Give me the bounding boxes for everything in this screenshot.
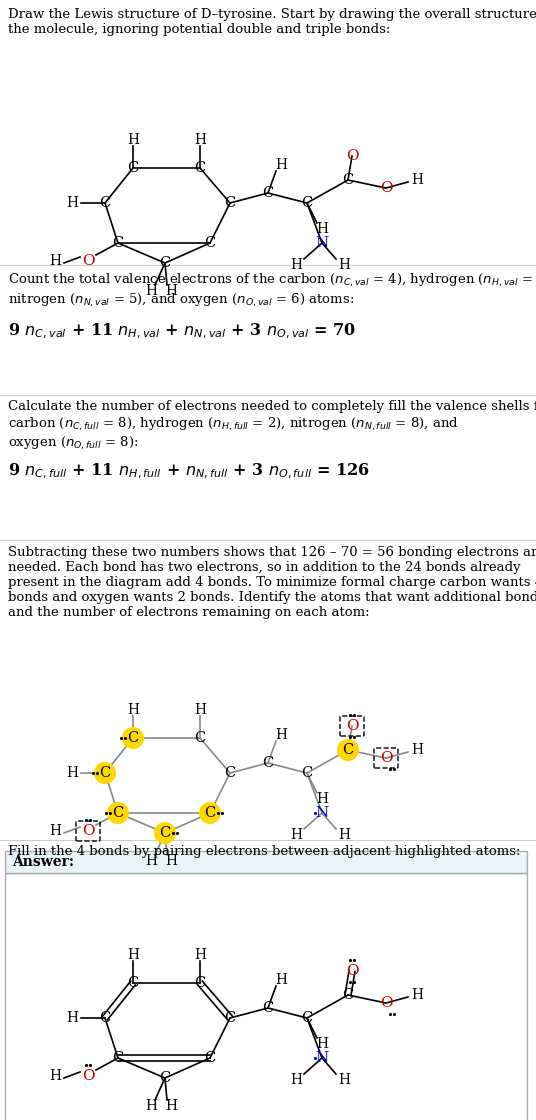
Text: H: H bbox=[66, 196, 78, 211]
Text: H: H bbox=[411, 743, 423, 757]
Text: H: H bbox=[127, 948, 139, 962]
Text: C: C bbox=[128, 731, 139, 745]
Text: C: C bbox=[204, 806, 215, 820]
Text: C: C bbox=[159, 256, 170, 270]
Text: C: C bbox=[343, 743, 354, 757]
Text: C: C bbox=[99, 196, 110, 211]
Text: H: H bbox=[316, 792, 328, 806]
Text: C: C bbox=[301, 1011, 312, 1025]
Text: C: C bbox=[128, 161, 139, 175]
Text: N: N bbox=[315, 1051, 329, 1065]
Text: C: C bbox=[99, 1011, 110, 1025]
Ellipse shape bbox=[337, 739, 359, 760]
Text: Count the total valence electrons of the carbon ($n_{C,val}$ = 4), hydrogen ($n_: Count the total valence electrons of the… bbox=[8, 272, 536, 309]
Text: H: H bbox=[290, 1073, 302, 1088]
Text: C: C bbox=[195, 161, 206, 175]
Text: C: C bbox=[99, 766, 110, 780]
Text: H: H bbox=[338, 258, 350, 272]
FancyBboxPatch shape bbox=[5, 851, 527, 872]
Text: C: C bbox=[343, 988, 354, 1002]
Text: O: O bbox=[81, 254, 94, 268]
Text: C: C bbox=[113, 236, 124, 250]
Text: C: C bbox=[263, 1001, 273, 1015]
Text: N: N bbox=[315, 236, 329, 250]
Text: N: N bbox=[315, 806, 329, 820]
Text: 9 $n_{C,full}$ + 11 $n_{H,full}$ + $n_{N,full}$ + 3 $n_{O,full}$ = 126: 9 $n_{C,full}$ + 11 $n_{H,full}$ + $n_{N… bbox=[8, 461, 370, 482]
Text: Draw the Lewis structure of D–tyrosine. Start by drawing the overall structure o: Draw the Lewis structure of D–tyrosine. … bbox=[8, 8, 536, 36]
Text: H: H bbox=[49, 824, 61, 838]
FancyBboxPatch shape bbox=[5, 872, 527, 1120]
Text: O: O bbox=[379, 752, 392, 765]
Text: C: C bbox=[159, 1071, 170, 1085]
Text: C: C bbox=[113, 1051, 124, 1065]
Text: O: O bbox=[81, 1068, 94, 1083]
Text: C: C bbox=[343, 172, 354, 187]
Text: C: C bbox=[263, 756, 273, 771]
Text: C: C bbox=[263, 186, 273, 200]
Text: C: C bbox=[159, 827, 170, 840]
Text: O: O bbox=[346, 964, 358, 978]
Text: C: C bbox=[195, 731, 206, 745]
Text: H: H bbox=[338, 1073, 350, 1088]
Text: H: H bbox=[145, 1099, 157, 1113]
Text: H: H bbox=[145, 284, 157, 298]
Text: C: C bbox=[301, 766, 312, 780]
Text: H: H bbox=[194, 948, 206, 962]
Ellipse shape bbox=[199, 802, 221, 824]
Text: H: H bbox=[165, 284, 177, 298]
Text: O: O bbox=[346, 719, 358, 732]
Text: H: H bbox=[338, 828, 350, 842]
Text: H: H bbox=[127, 703, 139, 717]
Text: H: H bbox=[275, 728, 287, 743]
Text: O: O bbox=[379, 996, 392, 1010]
Text: H: H bbox=[165, 853, 177, 868]
Text: 9 $n_{C,val}$ + 11 $n_{H,val}$ + $n_{N,val}$ + 3 $n_{O,val}$ = 70: 9 $n_{C,val}$ + 11 $n_{H,val}$ + $n_{N,v… bbox=[8, 323, 356, 342]
Text: H: H bbox=[66, 1011, 78, 1025]
Text: H: H bbox=[411, 988, 423, 1002]
Text: H: H bbox=[316, 222, 328, 236]
Text: O: O bbox=[346, 149, 358, 164]
Text: H: H bbox=[194, 133, 206, 147]
Text: Answer:: Answer: bbox=[12, 855, 74, 869]
Text: Calculate the number of electrons needed to completely fill the valence shells f: Calculate the number of electrons needed… bbox=[8, 400, 536, 452]
Text: C: C bbox=[195, 976, 206, 990]
Text: H: H bbox=[411, 172, 423, 187]
Text: H: H bbox=[275, 973, 287, 987]
Text: H: H bbox=[316, 1037, 328, 1051]
Text: H: H bbox=[145, 853, 157, 868]
Text: C: C bbox=[128, 976, 139, 990]
Text: H: H bbox=[275, 158, 287, 172]
Text: O: O bbox=[81, 824, 94, 838]
Ellipse shape bbox=[154, 822, 176, 844]
Text: C: C bbox=[225, 1011, 236, 1025]
Ellipse shape bbox=[94, 762, 116, 784]
Text: C: C bbox=[113, 806, 124, 820]
Text: H: H bbox=[290, 258, 302, 272]
Text: H: H bbox=[165, 1099, 177, 1113]
Text: H: H bbox=[49, 1068, 61, 1083]
Text: C: C bbox=[204, 236, 215, 250]
Text: H: H bbox=[127, 133, 139, 147]
Text: C: C bbox=[225, 766, 236, 780]
Text: Fill in the 4 bonds by pairing electrons between adjacent highlighted atoms:: Fill in the 4 bonds by pairing electrons… bbox=[8, 844, 520, 858]
Text: Subtracting these two numbers shows that 126 – 70 = 56 bonding electrons are
nee: Subtracting these two numbers shows that… bbox=[8, 547, 536, 619]
Text: O: O bbox=[379, 181, 392, 195]
Ellipse shape bbox=[107, 802, 129, 824]
Text: C: C bbox=[301, 196, 312, 211]
Ellipse shape bbox=[122, 727, 144, 749]
Text: H: H bbox=[194, 703, 206, 717]
Text: H: H bbox=[49, 254, 61, 268]
Text: C: C bbox=[225, 196, 236, 211]
Text: H: H bbox=[66, 766, 78, 780]
Text: H: H bbox=[290, 828, 302, 842]
Text: C: C bbox=[204, 1051, 215, 1065]
